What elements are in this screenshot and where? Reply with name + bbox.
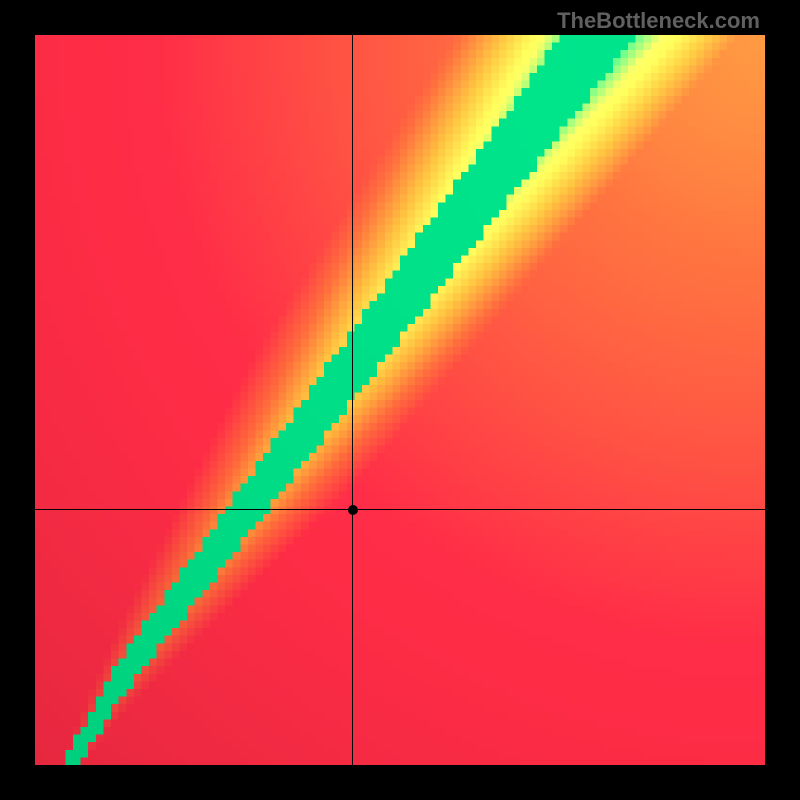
crosshair-vertical	[352, 35, 353, 765]
heatmap-canvas	[35, 35, 765, 765]
crosshair-horizontal	[35, 509, 765, 510]
watermark-text: TheBottleneck.com	[557, 8, 760, 34]
bottleneck-heatmap-chart	[0, 0, 800, 800]
crosshair-point	[348, 505, 358, 515]
